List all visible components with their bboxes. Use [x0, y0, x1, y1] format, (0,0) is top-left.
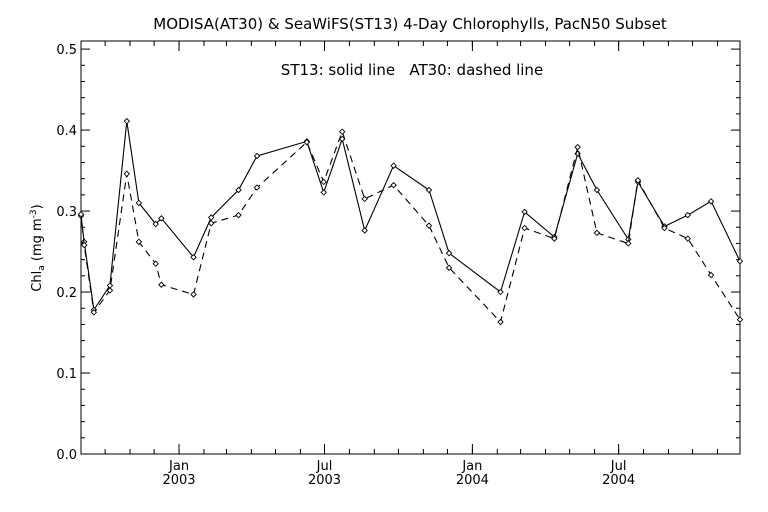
x-tick-month: Jul [316, 459, 333, 474]
data-point-at30 [90, 309, 98, 316]
data-point-at30 [736, 316, 744, 323]
data-point-st13 [235, 186, 242, 194]
data-point-at30 [207, 219, 215, 227]
data-point-at30 [497, 318, 504, 326]
data-point-at30 [80, 241, 88, 249]
data-point-at30 [661, 224, 668, 232]
x-tick-year: 2004 [456, 473, 489, 488]
data-point-st13 [361, 227, 368, 234]
data-point-st13 [736, 258, 744, 265]
data-point-st13 [707, 198, 715, 205]
data-point-at30 [158, 281, 165, 288]
y-axis-label-close: ) [30, 204, 45, 209]
y-axis: 0.0 0.1 0.2 0.3 0.4 0.5 [56, 43, 740, 463]
x-tick-year: 2004 [602, 473, 635, 488]
data-point-at30 [235, 211, 242, 219]
y-axis-label-main: Chl [30, 271, 45, 292]
data-point-at30 [574, 143, 581, 151]
chart-annotation: ST13: solid line AT30: dashed line [281, 61, 543, 79]
series-line-st13 [80, 121, 741, 312]
y-tick-label: 0.5 [56, 43, 77, 58]
data-point-at30 [338, 128, 346, 135]
y-axis-label: Chla (mg m-3) [29, 204, 47, 291]
data-point-st13 [135, 199, 143, 207]
data-point-at30 [190, 291, 197, 298]
data-point-at30 [253, 184, 261, 191]
data-point-st13 [253, 152, 261, 160]
y-tick-label: 0.1 [56, 367, 77, 382]
data-point-at30 [707, 271, 715, 279]
y-tick-label: 0.3 [56, 205, 77, 220]
y-tick-label: 0.4 [56, 124, 77, 139]
data-point-st13 [190, 253, 197, 261]
data-point-st13 [152, 220, 159, 228]
data-point-at30 [106, 287, 114, 294]
data-point-at30 [361, 195, 368, 203]
data-point-at30 [390, 181, 397, 189]
data-point-at30 [77, 211, 85, 218]
x-tick-month: Jul [610, 459, 627, 474]
data-point-at30 [152, 260, 159, 267]
data-point-st13 [593, 186, 601, 194]
data-point-at30 [303, 138, 311, 146]
plot-frame [80, 40, 741, 455]
data-point-st13 [390, 162, 397, 169]
data-point-st13 [158, 215, 165, 222]
data-point-st13 [425, 186, 433, 194]
data-point-st13 [445, 249, 453, 257]
chart-title: MODISA(AT30) & SeaWiFS(ST13) 4-Day Chlor… [153, 15, 667, 33]
data-point-at30 [123, 170, 131, 178]
data-point-st13 [521, 208, 528, 216]
y-axis-label-sup: -3 [29, 209, 39, 218]
data-point-st13 [684, 211, 691, 219]
data-point-st13 [123, 117, 131, 125]
data-point-at30 [593, 229, 601, 237]
data-point-st13 [497, 288, 504, 296]
x-tick-year: 2003 [162, 473, 195, 488]
series-layer [77, 117, 744, 326]
y-axis-label-unit: (mg m [30, 218, 45, 261]
series-line-at30 [80, 130, 741, 324]
y-tick-label: 0.2 [56, 286, 77, 301]
x-tick-year: 2003 [308, 473, 341, 488]
x-tick-month: Jan [461, 459, 482, 474]
y-axis-label-sub: a [37, 265, 47, 271]
x-tick-month: Jan [168, 459, 189, 474]
data-point-at30 [551, 235, 558, 242]
data-point-at30 [684, 235, 691, 242]
data-point-at30 [625, 240, 632, 247]
data-point-at30 [521, 224, 528, 232]
y-tick-label: 0.0 [56, 448, 77, 463]
data-point-at30 [135, 238, 143, 246]
data-point-st13 [320, 189, 327, 196]
data-point-at30 [320, 178, 327, 186]
data-point-at30 [445, 264, 453, 271]
data-point-at30 [634, 177, 642, 184]
data-point-at30 [425, 222, 433, 229]
